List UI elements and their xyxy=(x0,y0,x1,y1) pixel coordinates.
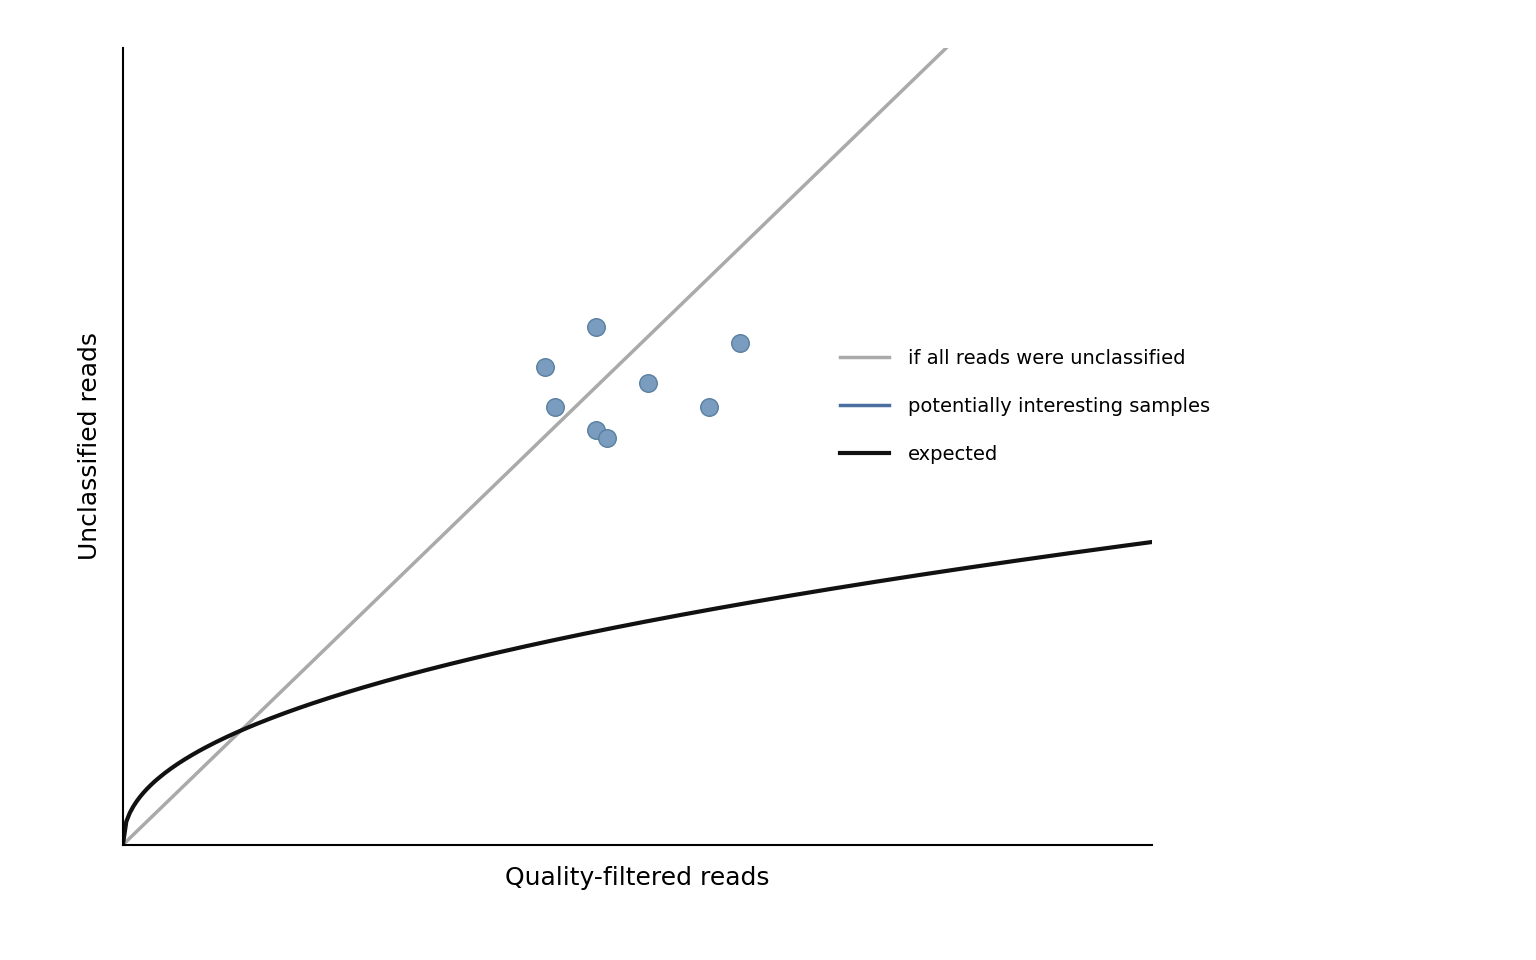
Point xyxy=(584,320,608,335)
X-axis label: Quality-filtered reads: Quality-filtered reads xyxy=(505,866,770,890)
Point xyxy=(594,431,619,446)
Point xyxy=(728,335,753,350)
Legend: if all reads were unclassified, potentially interesting samples, expected: if all reads were unclassified, potentia… xyxy=(833,341,1218,472)
Point xyxy=(584,422,608,438)
Y-axis label: Unclassified reads: Unclassified reads xyxy=(78,332,101,561)
Point xyxy=(542,399,567,415)
Point xyxy=(533,359,558,374)
Point xyxy=(636,375,660,391)
Point xyxy=(697,399,722,415)
